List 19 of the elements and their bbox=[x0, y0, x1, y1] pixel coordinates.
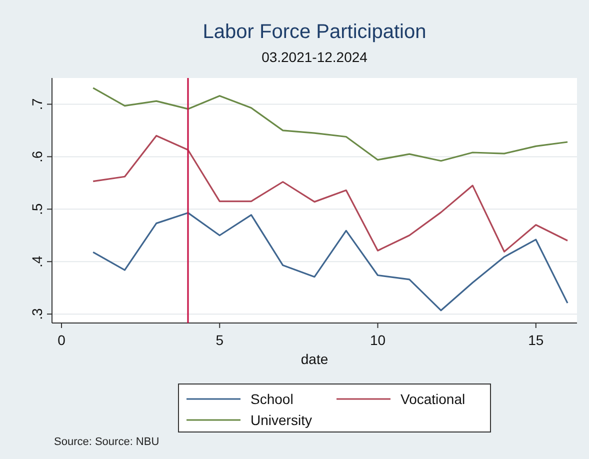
y-tick-label: .6 bbox=[29, 150, 45, 163]
legend-label: Vocational bbox=[400, 391, 466, 407]
y-tick-label: .4 bbox=[29, 256, 45, 268]
x-tick-label: 0 bbox=[58, 332, 66, 348]
line-series bbox=[92, 212, 568, 312]
y-tick-label: .7 bbox=[29, 98, 45, 110]
x-tick-label: 5 bbox=[216, 332, 224, 348]
line-series bbox=[92, 87, 568, 162]
x-axis-title: date bbox=[300, 351, 328, 367]
y-tick-label: .3 bbox=[29, 308, 45, 320]
legend-label: School bbox=[250, 391, 294, 407]
chart-title: Labor Force Participation bbox=[202, 21, 426, 43]
x-tick-label: 10 bbox=[370, 332, 386, 348]
source-note: Source: Source: NBU bbox=[54, 436, 160, 448]
x-tick-label: 15 bbox=[528, 332, 544, 348]
chart-subtitle: 03.2021-12.2024 bbox=[262, 49, 368, 65]
line-series bbox=[92, 134, 568, 252]
legend-label: University bbox=[250, 412, 312, 428]
y-tick-label: .5 bbox=[29, 203, 45, 215]
